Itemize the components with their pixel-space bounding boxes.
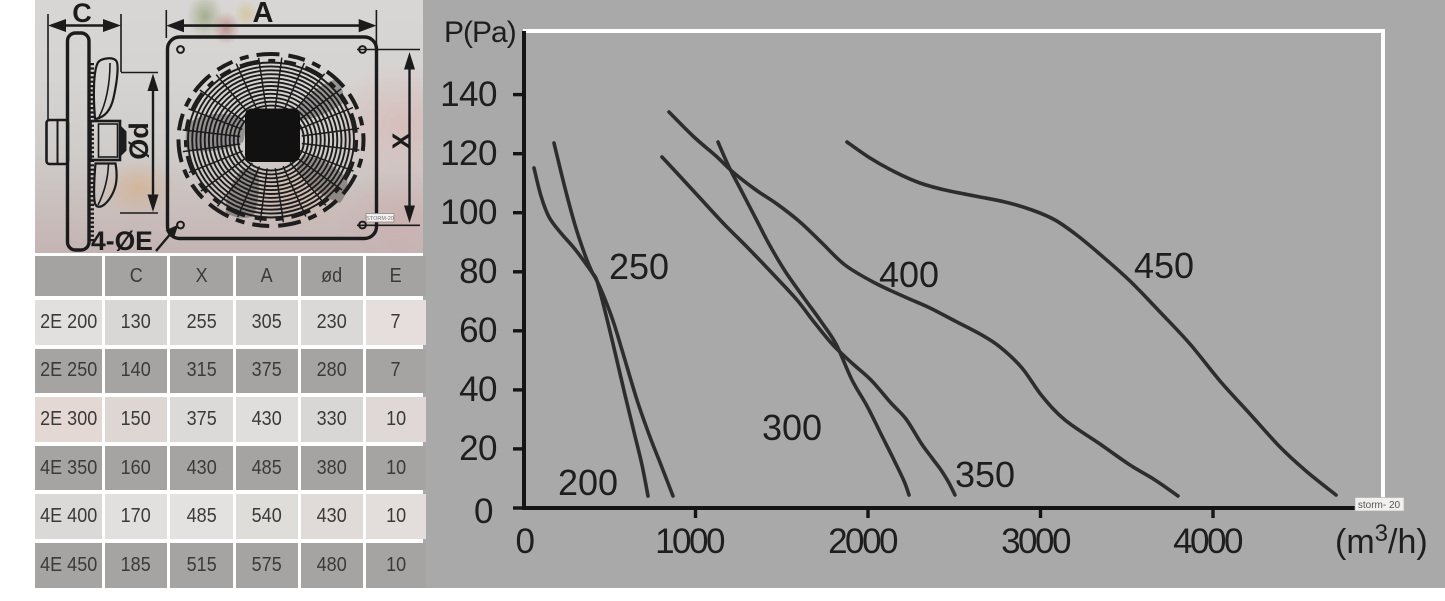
svg-text:C: C <box>72 0 92 28</box>
svg-text:400: 400 <box>879 254 939 295</box>
svg-text:450: 450 <box>1134 245 1194 286</box>
svg-text:80: 80 <box>459 252 497 291</box>
svg-text:4-ØE: 4-ØE <box>91 226 153 256</box>
svg-text:120: 120 <box>440 134 497 173</box>
svg-text:40: 40 <box>459 370 497 409</box>
svg-text:100: 100 <box>440 193 497 232</box>
svg-text:0: 0 <box>474 492 493 531</box>
svg-text:4000: 4000 <box>1173 522 1243 561</box>
svg-text:Ød: Ød <box>124 122 154 160</box>
svg-text:P(Pa): P(Pa) <box>444 16 516 49</box>
svg-text:2000: 2000 <box>828 522 898 561</box>
svg-text:storm- 20: storm- 20 <box>1358 500 1401 511</box>
svg-text:X: X <box>388 132 416 149</box>
svg-text:A: A <box>253 0 274 29</box>
svg-text:140: 140 <box>440 75 497 114</box>
svg-text:350: 350 <box>955 454 1015 495</box>
svg-text:3000: 3000 <box>1001 522 1071 561</box>
svg-text:200: 200 <box>558 462 618 503</box>
svg-text:0: 0 <box>516 522 535 561</box>
svg-text:1000: 1000 <box>655 522 725 561</box>
svg-text:250: 250 <box>609 246 669 287</box>
svg-text:(m3/h): (m3/h) <box>1335 520 1428 561</box>
svg-text:300: 300 <box>762 407 822 448</box>
svg-text:STORM-20: STORM-20 <box>366 216 394 222</box>
svg-text:60: 60 <box>459 311 497 350</box>
svg-text:20: 20 <box>459 429 497 468</box>
